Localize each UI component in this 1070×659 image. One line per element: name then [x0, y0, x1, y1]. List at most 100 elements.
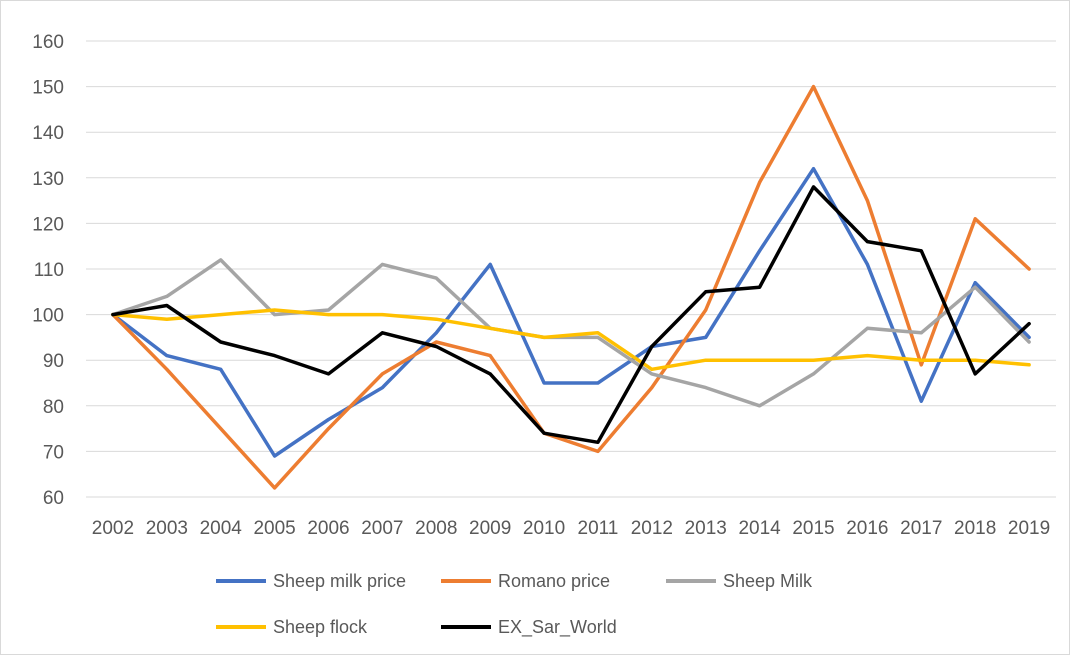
y-tick-label: 70 — [43, 442, 64, 463]
series-line-ex-sar-world — [111, 185, 1031, 445]
data-point — [165, 317, 169, 321]
x-tick-label: 2008 — [415, 518, 457, 539]
x-tick-label: 2011 — [578, 518, 619, 539]
data-point — [865, 240, 869, 244]
y-tick-label: 60 — [43, 488, 64, 509]
data-point — [488, 262, 492, 266]
legend-item: Romano price — [441, 571, 610, 591]
data-point — [919, 331, 923, 335]
data-point — [165, 303, 169, 307]
data-point — [327, 427, 330, 431]
y-tick-label: 110 — [34, 260, 64, 281]
y-tick-label: 90 — [43, 351, 64, 372]
data-point — [434, 317, 438, 321]
y-tick-label: 150 — [32, 78, 64, 99]
data-point — [219, 340, 223, 344]
data-point — [758, 285, 762, 289]
x-tick-label: 2004 — [200, 518, 243, 539]
data-point — [380, 313, 384, 317]
data-point — [542, 431, 546, 435]
data-point — [704, 358, 708, 362]
data-point — [973, 358, 977, 362]
data-point — [327, 308, 330, 312]
legend-item: Sheep milk price — [216, 571, 406, 591]
x-tick-label: 2012 — [631, 518, 673, 539]
data-point — [1027, 335, 1031, 339]
data-point — [650, 367, 654, 371]
legend: Sheep milk price Romano price Sheep Milk Sh… — [216, 571, 813, 638]
series-lines — [111, 84, 1031, 490]
data-point — [165, 354, 169, 358]
data-point — [704, 308, 708, 312]
data-point — [1027, 267, 1031, 271]
data-point — [865, 326, 869, 330]
data-point — [812, 358, 815, 362]
data-point — [165, 294, 169, 298]
data-point — [758, 249, 762, 253]
data-point — [812, 185, 815, 189]
data-point — [865, 262, 869, 266]
data-point — [273, 486, 277, 490]
data-point — [704, 290, 708, 294]
data-point — [273, 454, 277, 458]
data-point — [596, 381, 600, 385]
y-axis-tick-labels: 60 70 80 90 100 110 120 130 140 150 160 — [32, 32, 64, 509]
y-tick-label: 130 — [32, 169, 64, 190]
data-point — [273, 313, 277, 317]
legend-label: EX_Sar_World — [498, 617, 617, 638]
data-point — [1027, 322, 1031, 326]
y-tick-label: 140 — [32, 123, 64, 144]
legend-item: EX_Sar_World — [441, 617, 617, 638]
data-point — [704, 386, 708, 390]
x-tick-label: 2003 — [146, 518, 188, 539]
data-point — [973, 285, 977, 289]
data-point — [812, 85, 815, 89]
data-point — [434, 340, 438, 344]
series-line-romano-price — [111, 84, 1031, 490]
data-point — [596, 440, 600, 444]
x-tick-label: 2013 — [685, 518, 727, 539]
x-tick-label: 2009 — [469, 518, 511, 539]
legend-label: Sheep flock — [273, 617, 368, 637]
data-point — [488, 372, 492, 376]
data-point — [973, 281, 977, 285]
data-point — [758, 180, 762, 184]
data-point — [165, 367, 169, 371]
data-point — [542, 335, 546, 339]
x-tick-label: 2010 — [523, 518, 565, 539]
legend-label: Sheep Milk — [723, 571, 813, 591]
x-tick-label: 2007 — [361, 518, 403, 539]
data-point — [650, 386, 654, 390]
y-tick-label: 80 — [43, 397, 64, 418]
data-point — [434, 331, 438, 335]
data-point — [434, 276, 438, 280]
data-point — [111, 313, 115, 317]
x-tick-label: 2016 — [846, 518, 888, 539]
legend-item: Sheep flock — [216, 617, 368, 637]
data-point — [219, 427, 223, 431]
data-point — [865, 354, 869, 358]
legend-label: Romano price — [498, 571, 610, 591]
x-axis-tick-labels: 2002 2003 2004 2005 2006 2007 2008 2009 2010 2011… — [92, 518, 1050, 539]
legend-label: Sheep milk price — [273, 571, 406, 591]
data-point — [380, 331, 384, 335]
x-tick-label: 2015 — [792, 518, 834, 539]
data-point — [380, 262, 384, 266]
data-point — [273, 354, 277, 358]
x-tick-label: 2006 — [307, 518, 349, 539]
x-tick-label: 2017 — [900, 518, 942, 539]
legend-item: Sheep Milk — [666, 571, 813, 591]
data-point — [380, 386, 384, 390]
gridlines — [86, 40, 1056, 498]
data-point — [704, 335, 708, 339]
data-point — [596, 331, 600, 335]
data-point — [273, 308, 277, 312]
x-tick-label: 2005 — [253, 518, 295, 539]
data-point — [327, 372, 330, 376]
data-point — [650, 372, 654, 376]
x-tick-label: 2014 — [738, 518, 781, 539]
data-point — [596, 335, 600, 339]
y-tick-label: 160 — [32, 32, 64, 53]
x-tick-label: 2002 — [92, 518, 134, 539]
